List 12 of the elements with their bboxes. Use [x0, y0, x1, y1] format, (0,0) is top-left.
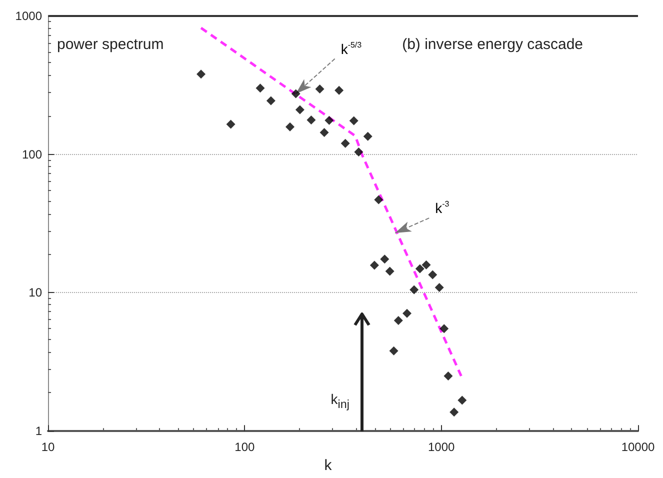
x-tick-label: 10000	[621, 440, 656, 454]
x-tick-label: 10	[41, 440, 55, 454]
y-tick-label: 10	[28, 286, 42, 300]
y-axis-title: power spectrum	[57, 36, 164, 53]
ref-line-label: k$_{inj}$	[330, 390, 350, 413]
x-tick-label: 100	[234, 440, 255, 454]
y-tick-label: 100	[22, 147, 42, 162]
x-tick-label: 1000	[428, 440, 456, 454]
x-axis-title: k	[324, 457, 332, 474]
y-tick-label: 1000	[15, 9, 42, 23]
text: (b) inverse energy cascade	[402, 36, 584, 53]
y-tick-label: 1	[35, 424, 42, 438]
